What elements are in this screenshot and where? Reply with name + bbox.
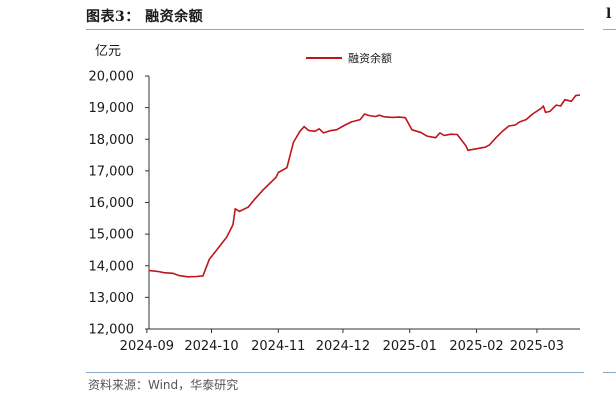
y-axis: 12,000 13,000 14,000 15,000 16,000 17,000 18,0… — [89, 70, 150, 338]
y-tick-label: 16,000 — [89, 196, 135, 211]
x-tick-label: 2025-03 — [510, 339, 564, 354]
x-tick-label: 2024-09 — [120, 339, 174, 354]
y-tick-label: 18,000 — [89, 133, 135, 148]
chart-title: 图表3： 融资余额 — [86, 9, 204, 25]
adjacent-title-divider — [603, 29, 616, 30]
source-note: 资料来源：Wind，华泰研究 — [88, 378, 239, 392]
x-axis: 2024-09 2024-10 2024-11 2024-12 2025-01 2025-… — [120, 328, 580, 354]
y-tick-label: 14,000 — [89, 259, 135, 274]
x-tick-label: 2025-02 — [449, 339, 503, 354]
y-axis-unit-label: 亿元 — [95, 44, 122, 59]
x-tick-label: 2024-12 — [316, 339, 370, 354]
series-line — [148, 94, 581, 278]
y-tick-label: 13,000 — [89, 291, 135, 306]
y-tick-label: 20,000 — [89, 70, 135, 85]
legend-label: 融资余额 — [348, 51, 392, 65]
y-tick-label: 19,000 — [89, 101, 135, 116]
source-divider — [86, 372, 584, 373]
legend: 融资余额 — [306, 51, 392, 65]
y-tick-label: 15,000 — [89, 228, 135, 243]
x-tick-label: 2025-01 — [383, 339, 437, 354]
title-divider — [86, 29, 584, 30]
x-tick-label: 2024-11 — [251, 339, 305, 354]
adjacent-source-divider — [603, 372, 616, 373]
adjacent-chart-title-fragment: l — [606, 6, 612, 22]
series-layer — [148, 94, 581, 278]
x-tick-label: 2024-10 — [184, 339, 238, 354]
y-tick-label: 12,000 — [89, 323, 135, 338]
y-tick-label: 17,000 — [89, 164, 135, 179]
